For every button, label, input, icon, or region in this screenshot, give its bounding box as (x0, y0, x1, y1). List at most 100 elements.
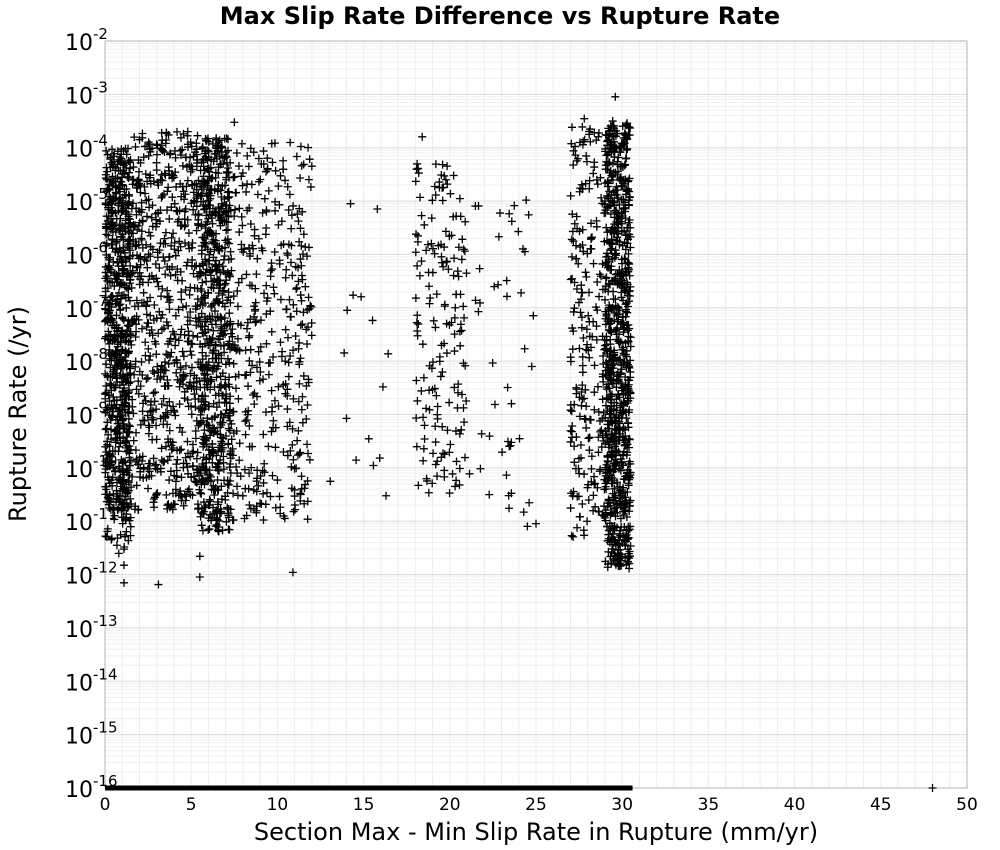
data-point (285, 418, 294, 427)
data-point (601, 259, 610, 268)
data-point (221, 382, 230, 391)
data-point (570, 219, 579, 228)
data-point (108, 236, 117, 245)
data-point (567, 139, 576, 148)
data-point (184, 229, 193, 238)
data-point (226, 317, 235, 326)
data-point (456, 290, 465, 299)
data-point (201, 464, 210, 473)
data-point (297, 271, 306, 280)
data-point (112, 436, 121, 445)
data-point (616, 514, 625, 523)
data-point (222, 207, 231, 216)
data-point (507, 489, 516, 498)
data-point (163, 435, 172, 444)
data-point (122, 150, 131, 159)
data-point (574, 454, 583, 463)
data-point (199, 498, 208, 507)
data-point (276, 171, 285, 180)
data-point (433, 472, 442, 481)
data-point (153, 277, 162, 286)
data-point (603, 433, 612, 442)
data-point (576, 441, 585, 449)
data-point (286, 352, 295, 361)
data-point (207, 320, 216, 329)
data-point (245, 252, 254, 261)
data-point (283, 422, 292, 431)
x-tick-label: 40 (784, 795, 806, 815)
data-point (200, 371, 209, 380)
data-point (431, 160, 440, 169)
data-point (414, 169, 423, 178)
y-tick-label: 10-13 (65, 612, 118, 643)
data-point (580, 114, 589, 123)
data-point (601, 307, 610, 316)
data-point (303, 401, 312, 410)
data-point (102, 163, 111, 172)
data-point (134, 377, 143, 386)
data-point (214, 349, 223, 358)
data-point (284, 358, 293, 367)
data-point (146, 231, 155, 240)
data-point (294, 263, 303, 272)
data-point (171, 251, 180, 260)
data-point (108, 321, 117, 330)
data-point (277, 241, 286, 250)
data-point (152, 158, 161, 167)
data-point (623, 223, 632, 232)
data-point (488, 359, 497, 368)
data-point (274, 382, 283, 391)
data-point (619, 328, 628, 337)
data-point (153, 375, 162, 384)
data-point (127, 269, 136, 278)
data-point (462, 396, 471, 405)
data-point (619, 296, 628, 305)
data-point (614, 464, 623, 473)
data-point (163, 286, 172, 295)
data-point (218, 262, 227, 271)
data-point (198, 355, 207, 364)
data-point (591, 502, 600, 511)
data-point (168, 327, 177, 336)
data-point (413, 396, 422, 405)
data-point (195, 377, 204, 386)
data-point (200, 166, 209, 175)
data-point (623, 557, 632, 566)
data-point (234, 319, 243, 328)
data-point (613, 229, 622, 238)
data-point (150, 397, 159, 406)
data-point (211, 340, 220, 349)
data-point (107, 158, 116, 167)
data-point (612, 406, 621, 415)
data-point (271, 503, 280, 512)
data-point (622, 278, 631, 287)
data-point (284, 205, 293, 214)
data-point (128, 180, 137, 189)
data-point (455, 480, 464, 489)
data-point (307, 319, 316, 328)
data-point (224, 164, 233, 173)
data-point (118, 467, 127, 476)
data-point (296, 255, 305, 264)
data-point (611, 92, 620, 101)
data-point (204, 525, 213, 534)
data-point (283, 405, 292, 414)
data-point (626, 342, 635, 351)
data-point (136, 464, 145, 473)
data-point (474, 201, 483, 210)
data-point (456, 341, 465, 350)
data-point (163, 187, 172, 196)
data-point (248, 442, 257, 451)
data-point (577, 281, 586, 290)
data-point (624, 218, 633, 227)
data-point (165, 305, 174, 314)
data-point (103, 524, 112, 533)
data-point (215, 284, 224, 293)
data-point (619, 401, 628, 410)
data-point (228, 325, 237, 334)
data-point (417, 257, 426, 266)
data-point (269, 352, 278, 361)
data-point (210, 307, 219, 316)
data-point (167, 233, 176, 242)
data-point (222, 517, 231, 526)
